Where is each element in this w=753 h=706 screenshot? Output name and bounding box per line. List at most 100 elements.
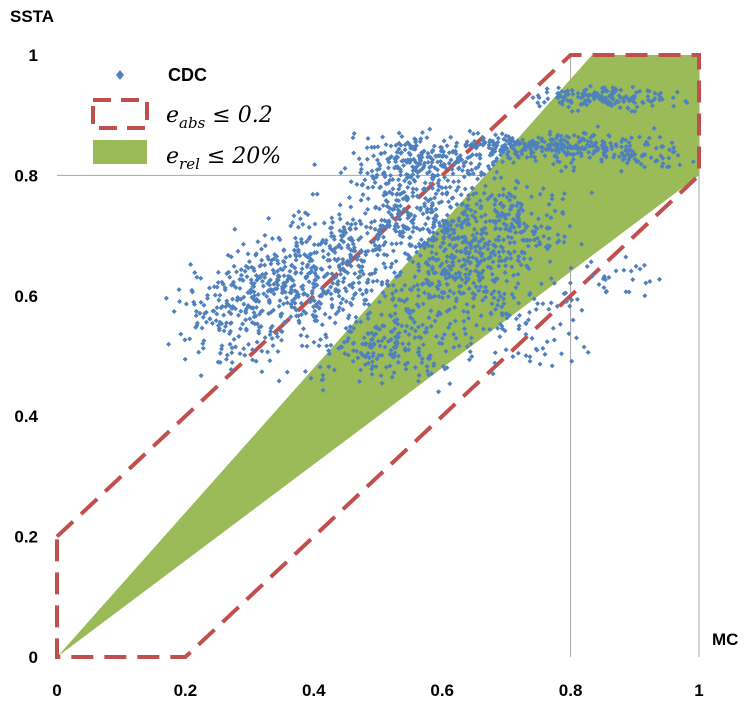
cdc-point-399 — [370, 239, 376, 245]
cdc-point-1123 — [423, 188, 429, 194]
cdc-point-2275 — [505, 134, 511, 139]
cdc-point-1317 — [448, 157, 454, 163]
cdc-point-1617 — [473, 268, 478, 274]
cdc-point-479 — [392, 311, 398, 317]
cdc-point-2452 — [561, 291, 567, 297]
cdc-point-1592 — [509, 291, 515, 297]
cdc-point-736 — [412, 335, 418, 340]
cdc-point-43 — [242, 352, 248, 358]
cdc-point-2447 — [657, 276, 662, 282]
cdc-point-588 — [360, 271, 366, 277]
cdc-point-319 — [255, 239, 261, 245]
cdc-point-1438 — [422, 290, 428, 296]
cdc-point-277 — [278, 311, 284, 317]
cdc-point-422 — [295, 247, 301, 253]
cdc-point-647 — [393, 258, 399, 264]
cdc-point-1621 — [434, 213, 440, 219]
cdc-point-1598 — [484, 289, 490, 295]
cdc-point-290 — [289, 284, 294, 290]
cdc-point-2436 — [596, 282, 602, 287]
cdc-point-2353 — [593, 140, 599, 146]
cdc-point-100 — [251, 310, 257, 316]
cdc-point-852 — [365, 350, 371, 356]
cdc-point-1098 — [420, 211, 426, 217]
cdc-point-1874 — [547, 243, 553, 249]
cdc-point-1512 — [461, 290, 467, 296]
cdc-point-765 — [394, 317, 400, 322]
cdc-point-1631 — [507, 240, 513, 246]
cdc-point-1345 — [481, 171, 487, 177]
cdc-point-2450 — [567, 280, 573, 286]
cdc-point-149 — [224, 298, 230, 304]
cdc-point-48 — [177, 299, 183, 304]
cdc-point-231 — [262, 232, 268, 238]
cdc-point-1607 — [430, 255, 436, 261]
cdc-point-1187 — [532, 154, 538, 160]
cdc-point-1628 — [379, 279, 385, 285]
cdc-point-2388 — [516, 326, 522, 332]
cdc-point-1266 — [398, 142, 404, 148]
cdc-point-616 — [291, 213, 297, 219]
cdc-point-944 — [470, 232, 476, 238]
cdc-point-646 — [330, 280, 336, 286]
cdc-point-1764 — [444, 191, 450, 197]
cdc-point-770 — [416, 352, 422, 358]
cdc-point-1244 — [399, 134, 405, 139]
cdc-point-2167 — [605, 101, 611, 107]
cdc-point-1867 — [512, 217, 518, 223]
cdc-point-1375 — [503, 263, 509, 269]
cdc-point-205 — [228, 311, 234, 317]
cdc-point-744 — [320, 387, 326, 393]
cdc-point-352 — [229, 282, 234, 288]
cdc-point-1273 — [362, 177, 368, 183]
cdc-point-162 — [250, 347, 255, 353]
cdc-point-158 — [215, 280, 221, 285]
cdc-point-273 — [268, 261, 274, 267]
cdc-point-1600 — [395, 211, 401, 217]
cdc-point-1845 — [508, 193, 514, 199]
cdc-point-628 — [329, 215, 335, 221]
cdc-point-1452 — [489, 291, 495, 297]
cdc-point-2300 — [532, 143, 538, 149]
cdc-point-389 — [295, 224, 301, 230]
cdc-point-1057 — [392, 203, 398, 209]
cdc-point-1413 — [414, 302, 420, 307]
cdc-point-1643 — [406, 256, 412, 262]
cdc-point-2338 — [602, 147, 608, 153]
cdc-point-1863 — [529, 194, 535, 200]
cdc-point-97 — [163, 295, 169, 301]
cdc-point-1584 — [400, 196, 406, 202]
cdc-point-2385 — [526, 317, 531, 323]
cdc-point-2376 — [451, 331, 457, 337]
cdc-point-823 — [336, 305, 342, 311]
cdc-point-2389 — [559, 351, 564, 357]
cdc-point-2382 — [569, 358, 575, 364]
cdc-point-98 — [219, 343, 225, 349]
cdc-point-2344 — [599, 159, 605, 164]
cdc-point-1578 — [454, 296, 459, 301]
cdc-point-2010 — [539, 148, 545, 154]
cdc-point-1656 — [422, 245, 428, 251]
cdc-point-875 — [419, 356, 425, 362]
cdc-point-1558 — [398, 297, 404, 303]
cdc-point-854 — [343, 325, 349, 331]
cdc-point-1112 — [444, 212, 450, 218]
cdc-point-619 — [366, 302, 372, 308]
cdc-point-1597 — [501, 301, 507, 307]
cdc-point-1638 — [428, 196, 434, 202]
cdc-point-747 — [316, 343, 322, 349]
cdc-point-1635 — [548, 300, 554, 306]
cdc-point-641 — [340, 256, 346, 262]
cdc-point-1688 — [533, 243, 539, 249]
cdc-point-844 — [395, 321, 401, 327]
cdc-point-2351 — [613, 143, 619, 149]
cdc-point-337 — [284, 300, 290, 306]
cdc-point-792 — [371, 332, 377, 338]
cdc-point-2370 — [487, 326, 493, 332]
cdc-point-64 — [229, 350, 235, 356]
cdc-point-1288 — [456, 166, 462, 172]
cdc-point-1134 — [382, 172, 388, 178]
x-tick-0: 0 — [52, 681, 61, 700]
cdc-point-1634 — [397, 232, 403, 238]
cdc-point-599 — [281, 273, 287, 279]
